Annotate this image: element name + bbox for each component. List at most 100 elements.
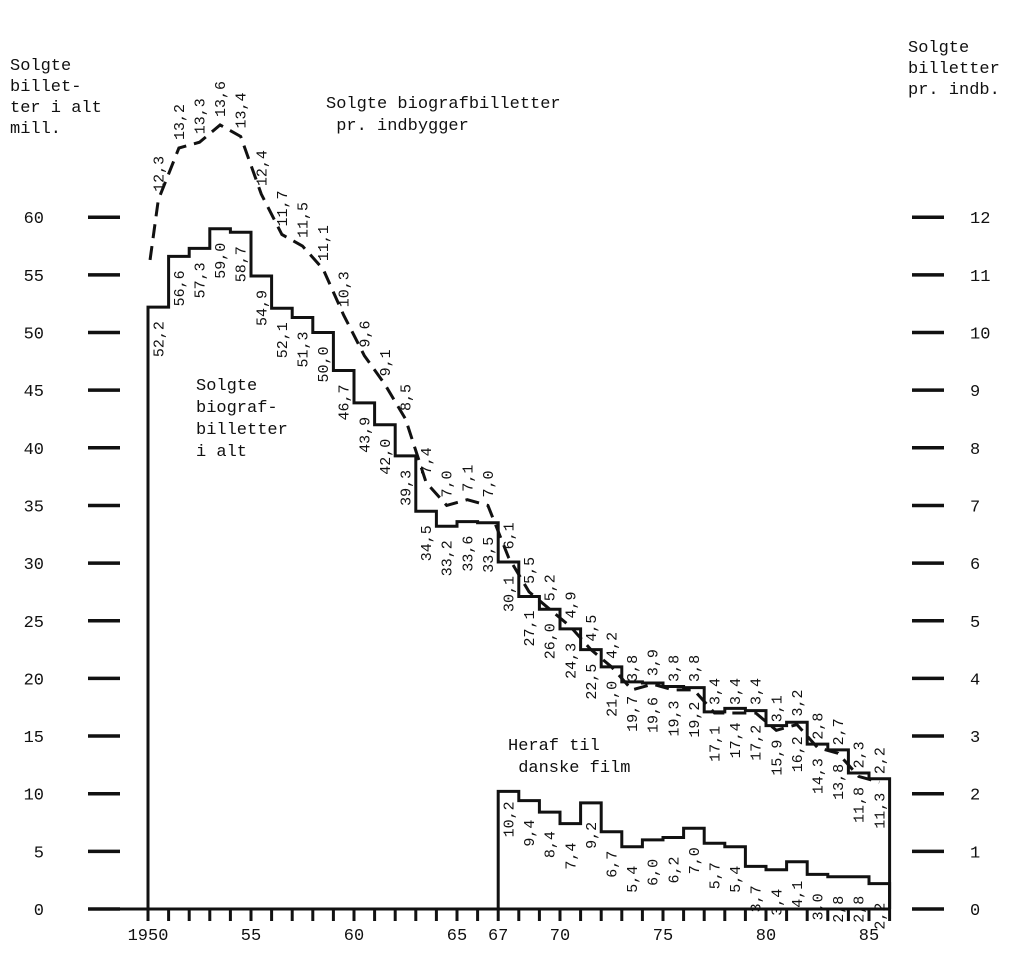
danish-bar-value-label: 7,0 <box>687 847 704 874</box>
annotation-total: Solgte biograf-billetter i alt <box>196 377 288 462</box>
annotation-total-line: biograf- <box>196 399 278 418</box>
total-bar-value-label: 39,3 <box>399 470 416 506</box>
per-capita-value-label: 3,2 <box>790 690 807 717</box>
danish-bar-line <box>496 789 892 909</box>
per-capita-value-label: 7,4 <box>419 447 436 474</box>
left-axis-tick-label: 10 <box>24 787 44 806</box>
total-bar-value-label: 11,8 <box>852 787 869 823</box>
total-bar-value-label: 13,8 <box>831 764 848 800</box>
danish-bar-value-label: 6,0 <box>646 859 663 886</box>
annotation-total-line: i alt <box>196 443 247 462</box>
annotation-per-capita: Solgte biografbilletter pr. indbygger <box>326 95 561 136</box>
right-axis-tick-label: 4 <box>970 671 980 690</box>
danish-bar-value-label: 5,7 <box>708 862 725 889</box>
total-bar-value-label: 19,2 <box>687 702 704 738</box>
total-bar-value-label: 17,4 <box>728 722 745 758</box>
right-axis-tick-label: 10 <box>970 326 990 345</box>
total-bar-value-label: 46,7 <box>337 385 354 421</box>
total-bar-value-label: 19,6 <box>646 697 663 733</box>
per-capita-line <box>148 123 880 784</box>
left-axis-tick-label: 45 <box>24 383 44 402</box>
left-axis-title: Solgte billet-ter i alt mill. <box>10 57 102 139</box>
per-capita-value-label: 2,3 <box>852 741 869 768</box>
total-bar-value-label: 33,6 <box>460 536 477 572</box>
per-capita-value-label: 5,2 <box>543 574 560 601</box>
total-bar-value-label: 24,3 <box>563 643 580 679</box>
right-axis-tick-label: 9 <box>970 383 980 402</box>
per-capita-value-label: 4,5 <box>584 615 601 642</box>
total-bar-value-label: 52,1 <box>275 322 292 358</box>
left-axis-title-line: ter i alt <box>10 99 102 118</box>
series-danish: 10,2 9,4 8,4 7,49,26,75,4 6,0 6,2 7,05,7 5,43,7… <box>496 789 892 930</box>
total-bar-value-label: 56,6 <box>172 270 189 306</box>
total-bar-value-label: 26,0 <box>543 623 560 659</box>
per-capita-value-label: 9,1 <box>378 349 395 376</box>
danish-bar-value-label: 3,7 <box>749 885 766 912</box>
left-axis-tick-label: 15 <box>24 729 44 748</box>
per-capita-value-label: 10,3 <box>337 271 354 307</box>
danish-bar-value-label: 5,4 <box>728 866 745 893</box>
per-capita-value-label: 9,6 <box>357 321 374 348</box>
per-capita-value-label: 3,1 <box>769 695 786 722</box>
right-axis-title-line: Solgte <box>908 39 969 58</box>
danish-bar-value-label: 2,8 <box>831 896 848 923</box>
total-bar-value-label: 17,2 <box>749 725 766 761</box>
left-axis-tick-label: 35 <box>24 498 44 517</box>
per-capita-value-label: 3,8 <box>625 655 642 682</box>
x-tick-label: 60 <box>344 927 364 946</box>
per-capita-value-label: 12,4 <box>254 150 271 186</box>
x-tick-label: 70 <box>550 927 570 946</box>
right-axis-tick-label: 5 <box>970 614 980 633</box>
total-bar-value-label: 27,1 <box>522 611 539 647</box>
total-bar-value-label: 52,2 <box>151 321 168 357</box>
per-capita-value-label: 3,4 <box>728 678 745 705</box>
per-capita-value-label: 2,2 <box>872 747 889 774</box>
series-percapita: 12,313,2 13,3 13,6 13,4 12,411,7 11,511,110,3… <box>148 81 889 784</box>
per-capita-value-label: 2,7 <box>831 718 848 745</box>
per-capita-value-label: 13,6 <box>213 81 230 117</box>
danish-bar-value-label: 9,2 <box>584 822 601 849</box>
per-capita-value-label: 7,0 <box>440 470 457 497</box>
per-capita-value-label: 3,9 <box>646 649 663 676</box>
left-axis-tick-label: 0 <box>34 902 44 921</box>
total-bar-value-label: 15,9 <box>769 740 786 776</box>
per-capita-value-label: 7,1 <box>460 465 477 492</box>
per-capita-value-label: 3,8 <box>687 655 704 682</box>
per-capita-value-label: 4,2 <box>605 632 622 659</box>
annotation-danish: Heraf til danske film <box>508 737 630 778</box>
left-axis-tick-label: 50 <box>24 326 44 345</box>
right-axis-title-line: billetter <box>908 60 1000 79</box>
per-capita-value-label: 11,7 <box>275 190 292 226</box>
danish-bar-value-label: 7,4 <box>563 843 580 870</box>
danish-bar-value-label: 2,2 <box>872 903 889 930</box>
right-axis-tick-label: 12 <box>970 210 990 229</box>
total-bar-value-label: 33,2 <box>440 540 457 576</box>
x-tick-label: 67 <box>488 927 508 946</box>
x-tick-label: 85 <box>859 927 879 946</box>
series-total: 52,256,6 57,359,0 58,754,952,1 51,3 50,046,7… <box>146 227 892 909</box>
x-tick-label: 65 <box>447 927 467 946</box>
annotation-danish-line: Heraf til <box>508 737 600 756</box>
right-axis-tick-label: 3 <box>970 729 980 748</box>
total-bar-value-label: 11,3 <box>872 793 889 829</box>
x-tick-label: 80 <box>756 927 776 946</box>
total-bar-value-label: 57,3 <box>193 262 210 298</box>
total-bar-value-label: 16,2 <box>790 736 807 772</box>
total-bar-value-label: 54,9 <box>254 290 271 326</box>
total-bar-value-label: 14,3 <box>811 758 828 794</box>
danish-bar-value-label: 5,4 <box>625 866 642 893</box>
total-bar-value-label: 22,5 <box>584 664 601 700</box>
per-capita-value-label: 11,5 <box>296 202 313 238</box>
right-axis-tick-label: 2 <box>970 787 980 806</box>
per-capita-value-label: 6,1 <box>502 522 519 549</box>
right-axis-tick-label: 7 <box>970 498 980 517</box>
per-capita-value-label: 13,2 <box>172 104 189 140</box>
left-axis-title-line: billet- <box>10 78 81 97</box>
right-axis-tick-label: 1 <box>970 844 980 863</box>
danish-bar-value-label: 6,2 <box>666 856 683 883</box>
per-capita-value-label: 11,1 <box>316 225 333 261</box>
annotation-total-line: billetter <box>196 421 288 440</box>
danish-bar-value-label: 6,7 <box>605 851 622 878</box>
danish-bar-value-label: 4,1 <box>790 881 807 908</box>
danish-bar-value-label: 9,4 <box>522 820 539 847</box>
